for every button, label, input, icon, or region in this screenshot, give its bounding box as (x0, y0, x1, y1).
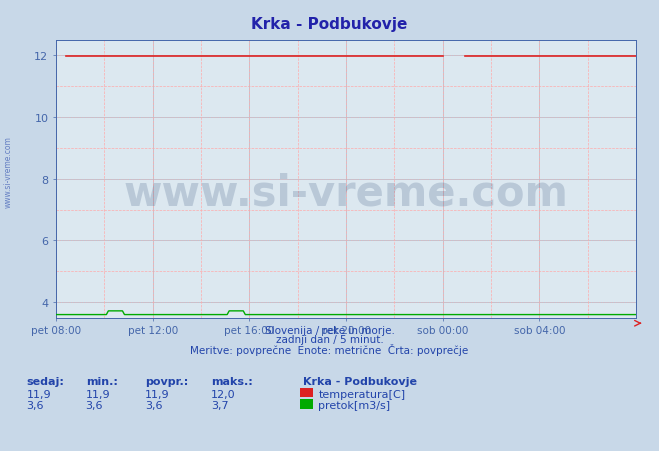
Text: 11,9: 11,9 (145, 389, 169, 399)
Text: Krka - Podbukovje: Krka - Podbukovje (251, 17, 408, 32)
Text: Slovenija / reke in morje.: Slovenija / reke in morje. (264, 326, 395, 336)
Text: maks.:: maks.: (211, 377, 252, 387)
Text: povpr.:: povpr.: (145, 377, 188, 387)
Text: temperatura[C]: temperatura[C] (318, 389, 405, 399)
Text: 3,6: 3,6 (26, 400, 44, 410)
Text: www.si-vreme.com: www.si-vreme.com (123, 172, 569, 214)
Text: zadnji dan / 5 minut.: zadnji dan / 5 minut. (275, 335, 384, 345)
Text: 3,6: 3,6 (86, 400, 103, 410)
Text: 12,0: 12,0 (211, 389, 235, 399)
Text: 3,6: 3,6 (145, 400, 163, 410)
Text: 11,9: 11,9 (86, 389, 110, 399)
Text: Meritve: povprečne  Enote: metrične  Črta: povprečje: Meritve: povprečne Enote: metrične Črta:… (190, 344, 469, 356)
Text: pretok[m3/s]: pretok[m3/s] (318, 400, 390, 410)
Text: min.:: min.: (86, 377, 117, 387)
Text: Krka - Podbukovje: Krka - Podbukovje (303, 377, 417, 387)
Text: 3,7: 3,7 (211, 400, 229, 410)
Text: 11,9: 11,9 (26, 389, 51, 399)
Text: sedaj:: sedaj: (26, 377, 64, 387)
Text: www.si-vreme.com: www.si-vreme.com (3, 135, 13, 207)
